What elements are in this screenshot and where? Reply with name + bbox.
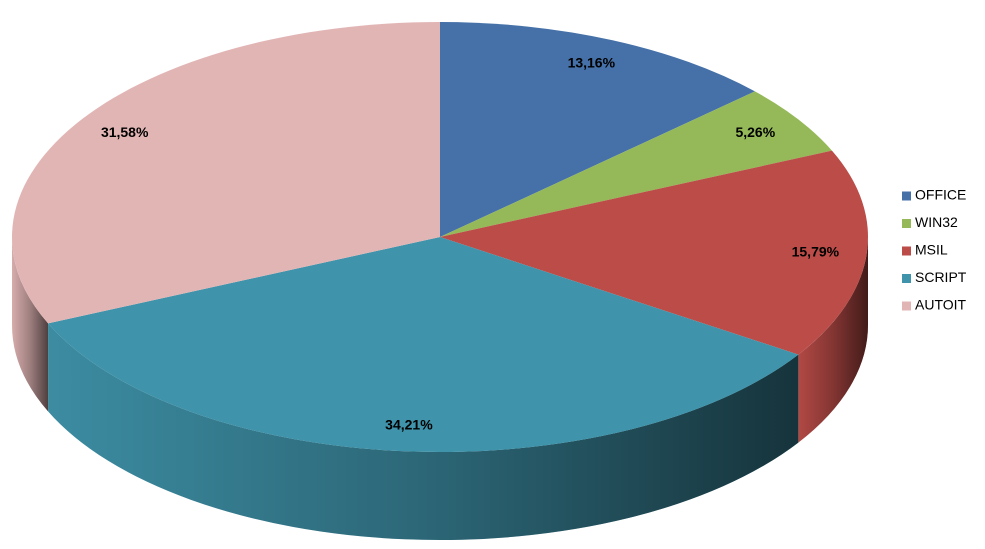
slice: [48, 237, 799, 452]
legend-label: WIN32: [915, 214, 958, 230]
side-shade: [12, 237, 49, 412]
legend-swatch: [902, 219, 911, 228]
slice: [440, 22, 755, 237]
legend-label: MSIL: [915, 242, 948, 258]
side-shade: [48, 323, 799, 540]
data-label: 5,26%: [735, 124, 775, 140]
side-shade: [798, 237, 868, 443]
data-label: 15,79%: [792, 243, 840, 259]
legend-label: SCRIPT: [915, 269, 967, 285]
legend-swatch: [902, 191, 911, 201]
slice: [440, 91, 832, 237]
legend-label: OFFICE: [915, 187, 966, 203]
legend-swatch: [902, 301, 911, 311]
legend-swatch: [902, 274, 911, 283]
data-label: 34,21%: [385, 416, 433, 432]
legend-swatch: [902, 246, 911, 256]
legend-label: AUTOIT: [915, 297, 967, 313]
data-label: 31,58%: [101, 124, 149, 140]
data-label: 13,16%: [568, 54, 616, 70]
slice: [11, 22, 440, 324]
slice: [440, 150, 868, 355]
